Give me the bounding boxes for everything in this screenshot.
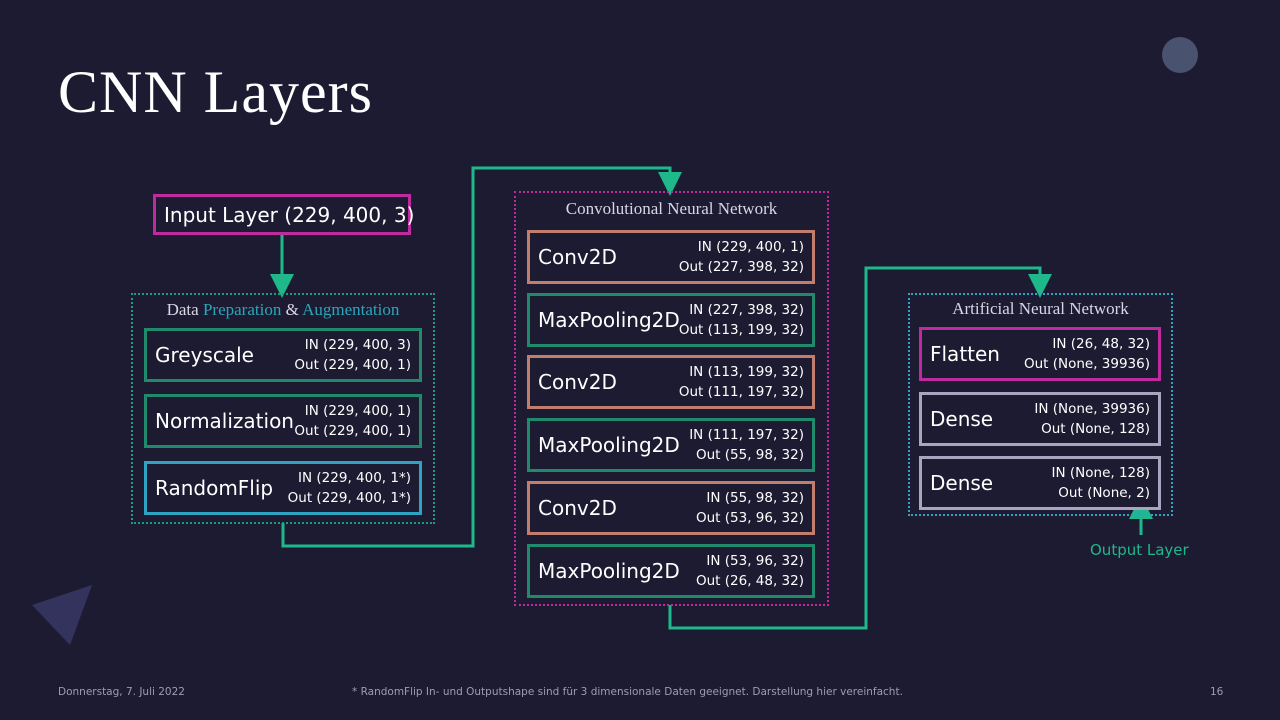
layer-name: Dense — [930, 407, 994, 431]
layer-name: RandomFlip — [155, 476, 274, 500]
arrow — [668, 266, 1052, 630]
layer-shapes: IN (113, 199, 32) Out (111, 197, 32) — [679, 362, 804, 402]
layer-in: IN (26, 48, 32) — [1052, 336, 1150, 352]
group-title: Data Preparation & Augmentation — [133, 300, 433, 320]
footer-date: Donnerstag, 7. Juli 2022 — [58, 686, 185, 698]
layer-in: IN (None, 39936) — [1034, 401, 1150, 417]
layer-box: Dense IN (None, 39936) Out (None, 128) — [919, 392, 1161, 446]
layer-in: IN (227, 398, 32) — [689, 302, 804, 318]
layer-name: MaxPooling2D — [538, 433, 680, 457]
input-layer-label: Input Layer (229, 400, 3) — [164, 202, 415, 227]
layer-out: Out (None, 39936) — [1023, 356, 1150, 372]
layer-out: Out (229, 400, 1*) — [287, 490, 411, 506]
layer-in: IN (None, 128) — [1051, 465, 1150, 481]
layer-name: MaxPooling2D — [538, 308, 680, 332]
layer-box: MaxPooling2D IN (53, 96, 32) Out (26, 48, … — [527, 544, 815, 598]
layer-name: Flatten — [930, 342, 1000, 366]
layer-in: IN (229, 400, 1*) — [298, 470, 411, 486]
layer-name: Greyscale — [155, 343, 254, 367]
group-title: Convolutional Neural Network — [565, 199, 778, 218]
cnn-group: Convolutional Neural Network — [514, 191, 829, 606]
layer-out: Out (229, 400, 1) — [294, 423, 411, 439]
layer-box: Conv2D IN (229, 400, 1) Out (227, 398, 32) — [527, 230, 815, 284]
title-part: Preparation — [202, 300, 282, 319]
layer-out: Out (55, 98, 32) — [696, 447, 804, 463]
layer-in: IN (229, 400, 3) — [304, 337, 411, 353]
layer-in: IN (113, 199, 32) — [689, 364, 804, 380]
layer-out: Out (53, 96, 32) — [696, 510, 804, 526]
decoration — [1162, 37, 1198, 73]
title-part: & — [281, 300, 303, 319]
group-title: Artificial Neural Network — [952, 299, 1129, 318]
layer-box: Normalization IN (229, 400, 1) Out (229, 4… — [144, 394, 422, 448]
layer-name: Conv2D — [538, 370, 617, 394]
layer-in: IN (229, 400, 1) — [697, 239, 804, 255]
title-part: Data — [166, 300, 203, 319]
ann-group: Artificial Neural Network — [908, 293, 1173, 516]
layer-shapes: IN (None, 39936) Out (None, 128) — [1034, 399, 1150, 439]
layer-box: MaxPooling2D IN (227, 398, 32) Out (113, 1… — [527, 293, 815, 347]
layer-box: Dense IN (None, 128) Out (None, 2) — [919, 456, 1161, 510]
title-part: Augmentation — [302, 300, 400, 319]
layer-shapes: IN (229, 400, 1) Out (227, 398, 32) — [679, 237, 804, 277]
layer-box: RandomFlip IN (229, 400, 1*) Out (229, 400… — [144, 461, 422, 515]
layer-box: Greyscale IN (229, 400, 3) Out (229, 400, … — [144, 328, 422, 382]
layer-out: Out (26, 48, 32) — [696, 573, 804, 589]
layer-shapes: IN (55, 98, 32) Out (53, 96, 32) — [696, 488, 804, 528]
layer-shapes: IN (26, 48, 32) Out (None, 39936) — [1024, 334, 1150, 374]
layer-out: Out (113, 199, 32) — [678, 322, 804, 338]
layer-shapes: IN (229, 400, 1) Out (229, 400, 1) — [294, 401, 411, 441]
layer-box: Flatten IN (26, 48, 32) Out (None, 39936) — [919, 327, 1161, 381]
layer-name: Dense — [930, 471, 994, 495]
layer-box: MaxPooling2D IN (111, 197, 32) Out (55, 98… — [527, 418, 815, 472]
data-preparation-group: Data Preparation & Augmentation — [131, 293, 435, 524]
layer-out: Out (None, 2) — [1058, 485, 1150, 501]
layer-out: Out (229, 400, 1) — [294, 357, 411, 373]
page-number: 16 — [1210, 686, 1224, 698]
output-label: Output Layer — [1090, 541, 1189, 559]
layer-shapes: IN (229, 400, 3) Out (229, 400, 1) — [294, 335, 411, 375]
layer-in: IN (111, 197, 32) — [689, 427, 804, 443]
layer-out: Out (227, 398, 32) — [678, 259, 804, 275]
layer-in: IN (55, 98, 32) — [706, 490, 804, 506]
layer-name: Conv2D — [538, 496, 617, 520]
layer-name: MaxPooling2D — [538, 559, 680, 583]
layer-shapes: IN (227, 398, 32) Out (113, 199, 32) — [679, 300, 804, 340]
layer-name: Conv2D — [538, 245, 617, 269]
decoration — [32, 585, 92, 645]
layer-box: Conv2D IN (55, 98, 32) Out (53, 96, 32) — [527, 481, 815, 535]
layer-shapes: IN (111, 197, 32) Out (55, 98, 32) — [689, 425, 804, 465]
layer-shapes: IN (None, 128) Out (None, 2) — [1052, 463, 1150, 503]
input-layer: Input Layer (229, 400, 3) — [153, 194, 415, 235]
layer-in: IN (229, 400, 1) — [304, 403, 411, 419]
layer-in: IN (53, 96, 32) — [706, 553, 804, 569]
layer-shapes: IN (53, 96, 32) Out (26, 48, 32) — [696, 551, 804, 591]
layer-name: Normalization — [155, 409, 294, 433]
layer-out: Out (111, 197, 32) — [678, 384, 804, 400]
layer-shapes: IN (229, 400, 1*) Out (229, 400, 1*) — [288, 468, 411, 508]
arrow — [281, 166, 682, 548]
layer-out: Out (None, 128) — [1041, 421, 1150, 437]
layer-box: Conv2D IN (113, 199, 32) Out (111, 197, 32… — [527, 355, 815, 409]
footer-note: * RandomFlip In- und Outputshape sind fü… — [352, 686, 903, 698]
slide-title: CNN Layers — [58, 59, 373, 125]
